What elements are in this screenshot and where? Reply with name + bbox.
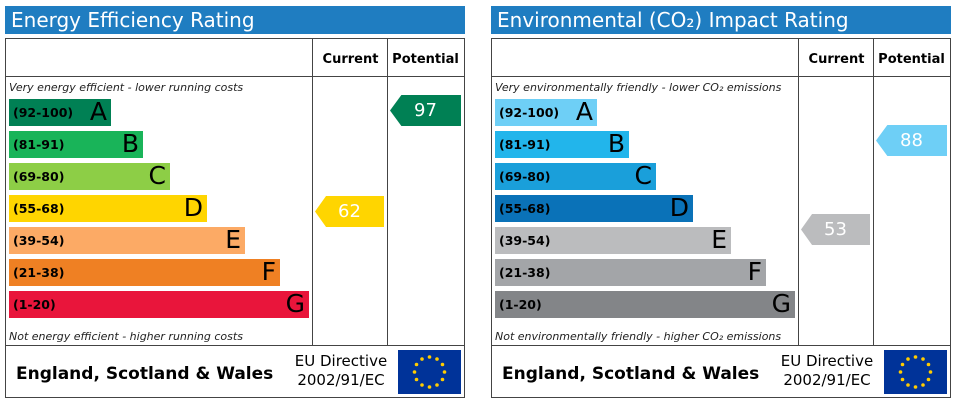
band: (81-91) B — [9, 129, 143, 158]
eu-flag — [884, 350, 947, 394]
band: (55-68) D — [495, 193, 693, 222]
band-letter: F — [261, 257, 276, 286]
potential-arrow: 88 — [876, 125, 947, 156]
band-letter: F — [747, 257, 762, 286]
band-letter: B — [607, 129, 625, 158]
band-range: (92-100) — [13, 105, 74, 120]
current-arrow: 53 — [801, 214, 870, 245]
band: (92-100) A — [495, 97, 597, 126]
footer-directive: EU Directive 2002/91/EC — [772, 352, 882, 390]
band-range: (55-68) — [499, 201, 551, 216]
eu-flag — [398, 350, 461, 394]
panel-title: Energy Efficiency Rating — [5, 6, 465, 34]
band: (21-38) F — [495, 257, 766, 286]
band-range: (39-54) — [13, 233, 65, 248]
directive-line: EU Directive — [780, 352, 874, 370]
footer-directive: EU Directive 2002/91/EC — [286, 352, 396, 390]
row-line — [6, 76, 464, 77]
band-letter: E — [225, 225, 241, 254]
rating-box: Current Potential Very environmentally fri… — [491, 38, 951, 398]
panel-title: Environmental (CO₂) Impact Rating — [491, 6, 951, 34]
header-current: Current — [322, 52, 379, 67]
row-line — [492, 76, 950, 77]
eu-stars — [412, 355, 447, 389]
top-note: Very environmentally friendly - lower CO… — [495, 81, 782, 94]
band-range: (55-68) — [13, 201, 65, 216]
bottom-note: Not energy efficient - higher running co… — [9, 330, 243, 343]
col-line — [873, 39, 874, 346]
band-range: (69-80) — [499, 169, 551, 184]
top-note: Very energy efficient - lower running co… — [9, 81, 244, 94]
band-letter: C — [634, 161, 652, 190]
current-arrow: 62 — [315, 196, 384, 227]
band: (39-54) E — [495, 225, 731, 254]
directive-line: EU Directive — [294, 352, 388, 370]
band-letter: G — [771, 289, 791, 318]
band-letter: D — [669, 193, 689, 222]
directive-line: 2002/91/EC — [783, 371, 871, 389]
col-line — [312, 39, 313, 346]
band-range: (21-38) — [13, 265, 65, 280]
band-range: (1-20) — [13, 297, 56, 312]
band: (1-20) G — [9, 289, 309, 318]
band-letter: G — [285, 289, 305, 318]
band: (55-68) D — [9, 193, 207, 222]
band: (39-54) E — [9, 225, 245, 254]
band-letter: B — [121, 129, 139, 158]
band-range: (1-20) — [499, 297, 542, 312]
row-line — [492, 345, 950, 346]
footer-region: England, Scotland & Wales — [502, 364, 760, 384]
footer-region: England, Scotland & Wales — [16, 364, 274, 384]
potential-arrow: 97 — [390, 95, 461, 126]
band: (69-80) C — [495, 161, 656, 190]
band-letter: A — [575, 97, 593, 126]
row-line — [6, 345, 464, 346]
eu-stars — [898, 355, 933, 389]
col-line — [387, 39, 388, 346]
col-line — [798, 39, 799, 346]
band-range: (21-38) — [499, 265, 551, 280]
band-range: (69-80) — [13, 169, 65, 184]
band-range: (39-54) — [499, 233, 551, 248]
rating-box: Current Potential Very energy efficient - … — [5, 38, 465, 398]
band: (92-100) A — [9, 97, 111, 126]
directive-line: 2002/91/EC — [297, 371, 385, 389]
band-letter: E — [711, 225, 727, 254]
band-letter: D — [183, 193, 203, 222]
header-potential: Potential — [878, 52, 945, 67]
band-letter: C — [148, 161, 166, 190]
band: (21-38) F — [9, 257, 280, 286]
band-range: (92-100) — [499, 105, 560, 120]
bottom-note: Not environmentally friendly - higher CO… — [495, 330, 782, 343]
band-range: (81-91) — [13, 137, 65, 152]
band: (69-80) C — [9, 161, 170, 190]
band-range: (81-91) — [499, 137, 551, 152]
band-letter: A — [89, 97, 107, 126]
band: (1-20) G — [495, 289, 795, 318]
band: (81-91) B — [495, 129, 629, 158]
header-potential: Potential — [392, 52, 459, 67]
header-current: Current — [808, 52, 865, 67]
